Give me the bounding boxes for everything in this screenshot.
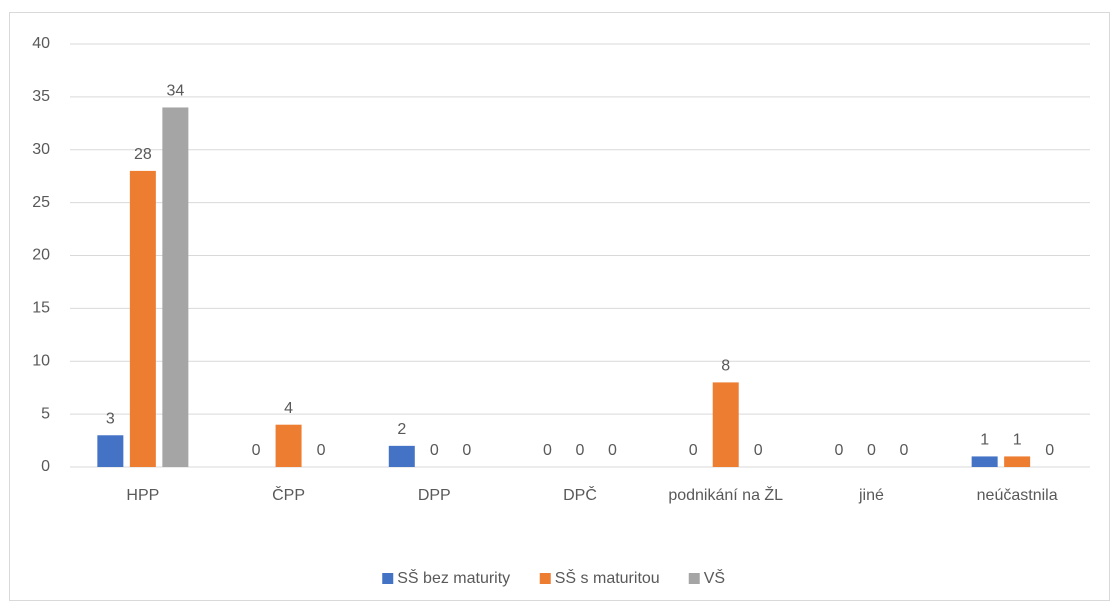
data-label: 0 xyxy=(608,442,617,459)
x-tick-label: podnikání na ŽL xyxy=(668,487,784,504)
data-label: 4 xyxy=(284,400,293,417)
data-label: 2 xyxy=(397,421,406,438)
x-tick-label: HPP xyxy=(126,487,160,504)
data-label: 0 xyxy=(543,442,552,459)
data-label: 0 xyxy=(317,442,326,459)
bar xyxy=(712,382,739,467)
x-tick-label: ČPP xyxy=(272,487,306,504)
x-tick-label: neúčastnila xyxy=(976,487,1058,504)
y-tick-label: 35 xyxy=(32,88,50,105)
data-label: 0 xyxy=(462,442,471,459)
y-tick-label: 0 xyxy=(41,458,50,475)
bar xyxy=(275,424,302,467)
data-label: 1 xyxy=(980,432,989,449)
x-tick-label: jiné xyxy=(858,487,884,504)
data-label: 0 xyxy=(754,442,763,459)
bar xyxy=(162,107,189,467)
data-label: 0 xyxy=(899,442,908,459)
legend-swatch xyxy=(539,573,551,584)
chart-border xyxy=(9,12,1110,601)
data-label: 28 xyxy=(134,146,152,163)
y-tick-label: 10 xyxy=(32,352,50,369)
bar xyxy=(388,445,415,467)
data-label: 8 xyxy=(721,358,730,375)
bar xyxy=(97,435,124,467)
legend-label: VŠ xyxy=(704,568,725,587)
y-tick-label: 25 xyxy=(32,194,50,211)
data-label: 34 xyxy=(166,83,184,100)
legend-swatch xyxy=(688,573,700,584)
y-tick-label: 30 xyxy=(32,141,50,158)
y-tick-label: 5 xyxy=(41,405,50,422)
data-label: 3 xyxy=(106,410,115,427)
bar xyxy=(1004,456,1031,467)
legend-label: SŠ bez maturity xyxy=(397,568,510,587)
data-label: 0 xyxy=(576,442,585,459)
data-label: 0 xyxy=(867,442,876,459)
data-label: 1 xyxy=(1013,432,1022,449)
data-label: 0 xyxy=(1045,442,1054,459)
data-label: 0 xyxy=(834,442,843,459)
data-label: 0 xyxy=(430,442,439,459)
legend-swatch xyxy=(382,573,394,584)
data-label: 0 xyxy=(689,442,698,459)
y-tick-label: 40 xyxy=(32,35,50,52)
data-label: 0 xyxy=(252,442,261,459)
x-tick-label: DPČ xyxy=(563,487,597,504)
legend-label: SŠ s maturitou xyxy=(555,568,660,587)
y-tick-label: 20 xyxy=(32,247,50,264)
y-tick-label: 15 xyxy=(32,300,50,317)
bar xyxy=(971,456,998,467)
x-tick-label: DPP xyxy=(417,487,451,504)
bar xyxy=(129,170,156,467)
